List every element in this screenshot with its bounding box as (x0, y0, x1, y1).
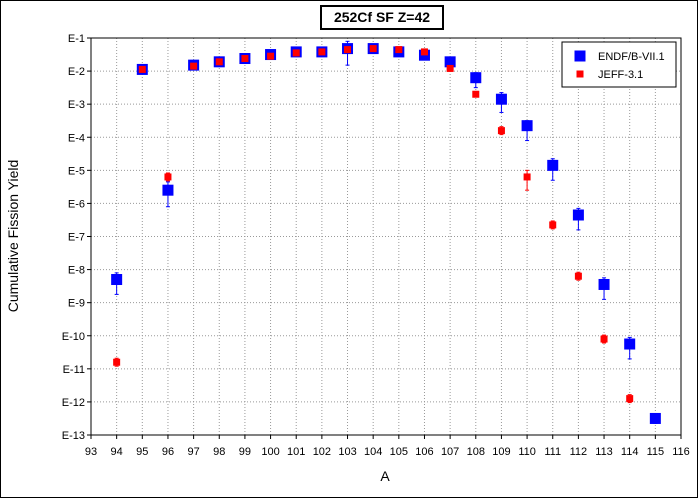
x-tick-label: 110 (518, 446, 536, 458)
x-tick-label: 97 (187, 446, 199, 458)
y-tick-label: E-4 (68, 132, 85, 144)
x-tick-label: 94 (111, 446, 123, 458)
x-tick-label: 116 (672, 446, 690, 458)
data-point (444, 56, 456, 68)
legend-marker (574, 50, 586, 62)
y-tick-label: E-1 (68, 33, 85, 45)
data-point (495, 93, 507, 105)
legend-marker (576, 70, 584, 78)
data-point (344, 46, 352, 54)
legend-label: ENDF/B-VII.1 (598, 51, 665, 63)
data-point (649, 412, 661, 424)
y-tick-label: E-5 (68, 165, 85, 177)
data-point (549, 221, 557, 229)
legend-label: JEFF-3.1 (598, 69, 643, 81)
data-point (600, 335, 608, 343)
y-tick-label: E-10 (62, 331, 85, 343)
y-axis-label: Cumulative Fission Yield (5, 160, 21, 313)
data-point (241, 55, 249, 63)
data-point (162, 184, 174, 196)
x-tick-label: 109 (492, 446, 510, 458)
data-point (369, 45, 377, 53)
data-series (111, 40, 661, 424)
y-tick-label: E-8 (68, 265, 85, 277)
data-point (470, 72, 482, 84)
data-point (267, 52, 275, 60)
data-point (164, 173, 172, 181)
data-point (138, 65, 146, 73)
data-point (190, 62, 198, 70)
data-point (113, 358, 121, 366)
x-tick-label: 115 (647, 446, 665, 458)
data-point (547, 159, 559, 171)
x-tick-label: 106 (415, 446, 433, 458)
y-tick-label: E-12 (62, 397, 85, 409)
x-tick-label: 95 (136, 446, 148, 458)
x-tick-label: 99 (239, 446, 251, 458)
data-point (420, 48, 428, 56)
data-point (111, 274, 123, 286)
x-tick-label: 101 (287, 446, 305, 458)
legend: ENDF/B-VII.1 JEFF-3.1 (561, 41, 677, 88)
x-tick-label: 111 (544, 446, 561, 458)
data-point (624, 338, 636, 350)
x-axis-ticks: 93 94 95 96 97 98 99 100 101 102 103 104 105 106 107 10… (85, 435, 690, 458)
data-point (472, 90, 480, 98)
x-tick-label: 96 (162, 446, 174, 458)
data-point (318, 48, 326, 56)
x-tick-label: 100 (261, 446, 279, 458)
data-point (626, 395, 634, 403)
x-tick-label: 113 (595, 446, 613, 458)
x-tick-label: 98 (213, 446, 225, 458)
x-tick-label: 107 (441, 446, 459, 458)
x-tick-label: 108 (467, 446, 485, 458)
x-tick-label: 104 (364, 446, 382, 458)
y-tick-label: E-9 (68, 298, 85, 310)
y-tick-label: E-3 (68, 99, 85, 111)
x-tick-label: 102 (313, 446, 331, 458)
data-point (521, 120, 533, 132)
grid-lines (91, 38, 681, 435)
x-tick-label: 114 (621, 446, 639, 458)
data-point (215, 58, 223, 66)
data-point (292, 49, 300, 57)
chart-title: 252Cf SF Z=42 (320, 5, 444, 30)
legend-box (561, 41, 677, 88)
y-tick-label: E-6 (68, 198, 85, 210)
x-tick-label: 105 (390, 446, 408, 458)
x-tick-label: 103 (338, 446, 356, 458)
x-axis-label: A (380, 468, 390, 484)
y-tick-label: E-2 (68, 66, 85, 78)
data-point (497, 127, 505, 135)
data-point (598, 278, 610, 290)
x-tick-label: 112 (570, 446, 588, 458)
data-point (446, 64, 454, 72)
y-tick-label: E-13 (62, 430, 85, 442)
data-point (523, 173, 531, 181)
y-axis-ticks: E-1 E-2 E-3 E-4 E-5 E-6 E-7 E-8 E-9 E-10 E-11 E-12 E… (62, 33, 91, 442)
data-point (395, 46, 403, 54)
y-tick-label: E-7 (68, 232, 85, 244)
series-jeff (113, 45, 634, 404)
data-point (574, 272, 582, 280)
y-tick-label: E-11 (63, 364, 85, 376)
data-point (572, 209, 584, 221)
x-tick-label: 93 (85, 446, 97, 458)
